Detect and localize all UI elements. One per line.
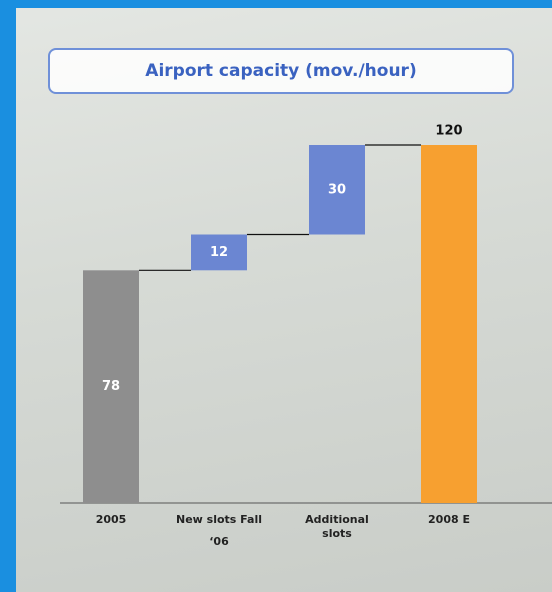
x-tick-label: New slots Fall ‘06: [175, 513, 262, 548]
value-label: 30: [328, 182, 346, 197]
x-tick-label: 2005: [95, 513, 127, 526]
x-tick-label: Additional slots: [305, 513, 369, 540]
left-border: [0, 0, 16, 592]
x-tick-label: 2008 E: [428, 513, 470, 526]
bar: [421, 145, 477, 503]
bar: [83, 270, 139, 503]
chart-title: Airport capacity (mov./hour): [48, 48, 514, 94]
bar: [191, 234, 247, 271]
top-border: [0, 0, 552, 8]
value-label: 12: [210, 245, 228, 260]
value-label: 78: [102, 379, 120, 394]
value-label: 120: [435, 124, 462, 139]
bar: [309, 145, 365, 235]
